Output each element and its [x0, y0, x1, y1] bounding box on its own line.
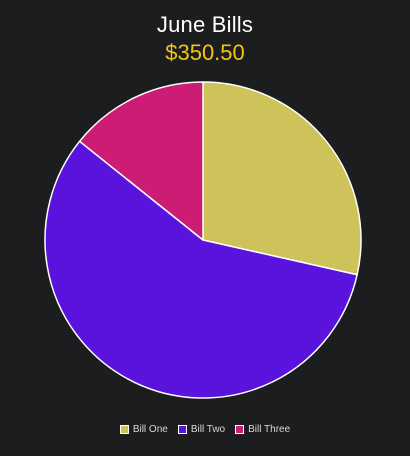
- pie-slices: [44, 81, 362, 399]
- legend-swatch: [119, 425, 129, 434]
- legend-item-bill-two[interactable]: Bill Two: [177, 424, 226, 435]
- legend-item-bill-one[interactable]: Bill One: [119, 424, 168, 435]
- legend-swatch: [235, 425, 245, 434]
- legend-item-bill-three[interactable]: Bill Three: [235, 424, 290, 435]
- legend-label: Bill One: [132, 424, 168, 435]
- legend-label: Bill Three: [248, 424, 291, 435]
- chart-title: June Bills: [156, 12, 254, 37]
- pie-slice-bill-three[interactable]: [78, 81, 204, 241]
- legend-swatch: [177, 425, 187, 434]
- pie-slice-bill-two[interactable]: [44, 140, 358, 399]
- pie-slice-bill-one[interactable]: [202, 81, 362, 276]
- legend: Bill One Bill Two Bill Three: [0, 424, 410, 435]
- chart-total: $350.50: [165, 40, 245, 65]
- legend-label: Bill Two: [190, 424, 226, 435]
